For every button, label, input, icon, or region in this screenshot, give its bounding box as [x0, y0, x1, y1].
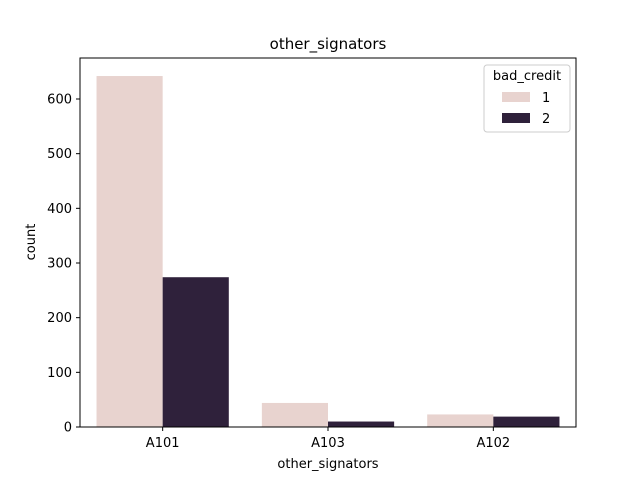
x-tick-label: A103 [311, 436, 345, 451]
plot-frame [79, 57, 577, 428]
y-tick-label: 600 [47, 93, 72, 108]
legend: bad_credit 1 2 [483, 64, 571, 133]
x-tick-label: A102 [476, 436, 510, 451]
bar-a101-series-2 [162, 277, 229, 427]
y-axis-label: count [24, 224, 39, 261]
bars-group [96, 76, 560, 427]
chart-title: other_signators [270, 35, 387, 54]
legend-label-2: 2 [542, 112, 550, 127]
legend-title: bad_credit [493, 69, 561, 84]
y-tick-label: 400 [47, 202, 72, 217]
y-tick-label: 0 [64, 421, 72, 436]
bar-a103-series-1 [261, 402, 328, 427]
legend-label-1: 1 [542, 91, 550, 106]
bar-a102-series-1 [427, 414, 494, 427]
x-axis-label: other_signators [277, 457, 378, 472]
x-tick-label: A101 [146, 436, 180, 451]
y-tick-label: 500 [47, 147, 72, 162]
y-tick-label: 300 [47, 257, 72, 272]
y-axis: 0 100 200 300 400 500 600 [47, 93, 80, 436]
x-axis: A101 A103 A102 [146, 427, 510, 451]
bar-a103-series-2 [328, 421, 395, 427]
bar-a102-series-2 [493, 416, 560, 427]
y-tick-label: 200 [47, 311, 72, 326]
legend-swatch-1 [502, 92, 530, 102]
bar-a101-series-1 [96, 76, 163, 427]
legend-swatch-2 [502, 113, 530, 123]
y-tick-label: 100 [47, 366, 72, 381]
